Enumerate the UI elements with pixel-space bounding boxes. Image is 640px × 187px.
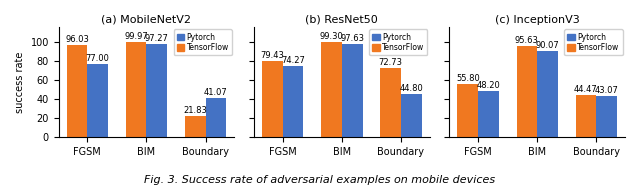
Bar (380, 68, 401, 137)
Text: 55.80: 55.80 (456, 74, 479, 83)
Text: 21.83: 21.83 (183, 106, 207, 115)
Bar (205, 98, 226, 137)
Text: 41.07: 41.07 (204, 88, 228, 97)
Text: 99.30: 99.30 (319, 32, 343, 41)
Text: 72.73: 72.73 (379, 58, 403, 67)
Legend: Pytorch, TensorFlow: Pytorch, TensorFlow (369, 30, 428, 55)
Bar (262, 61, 283, 137)
Text: 99.97: 99.97 (124, 32, 148, 41)
Bar (575, 95, 596, 137)
Text: 74.27: 74.27 (281, 56, 305, 65)
Bar (87, 64, 108, 137)
Bar (321, 42, 342, 137)
Text: 44.80: 44.80 (399, 85, 423, 94)
Y-axis label: success rate: success rate (15, 52, 25, 113)
Text: 44.47: 44.47 (574, 85, 598, 94)
Text: 95.63: 95.63 (515, 36, 539, 45)
Bar (147, 44, 167, 137)
Bar (283, 66, 303, 137)
Legend: Pytorch, TensorFlow: Pytorch, TensorFlow (173, 30, 232, 55)
Bar (537, 51, 558, 137)
Text: 90.07: 90.07 (536, 41, 559, 50)
Bar (67, 45, 87, 137)
Bar (458, 84, 478, 137)
Legend: Pytorch, TensorFlow: Pytorch, TensorFlow (564, 30, 623, 55)
Text: 43.07: 43.07 (595, 86, 619, 95)
Text: 96.03: 96.03 (65, 35, 89, 44)
Bar (185, 117, 205, 137)
Bar (401, 94, 422, 137)
Bar (342, 44, 362, 137)
Title: (b) ResNet50: (b) ResNet50 (305, 15, 378, 25)
Bar (516, 46, 537, 137)
Bar (596, 96, 617, 137)
Text: 77.00: 77.00 (86, 54, 109, 63)
Text: 48.20: 48.20 (477, 81, 500, 90)
Text: 97.27: 97.27 (145, 34, 169, 43)
Title: (c) InceptionV3: (c) InceptionV3 (495, 15, 580, 25)
Bar (125, 42, 147, 137)
Text: 79.43: 79.43 (260, 51, 284, 60)
Text: Fig. 3. Success rate of adversarial examples on mobile devices: Fig. 3. Success rate of adversarial exam… (145, 175, 495, 185)
Title: (a) MobileNetV2: (a) MobileNetV2 (101, 15, 191, 25)
Text: 97.63: 97.63 (340, 34, 364, 43)
Bar (478, 91, 499, 137)
